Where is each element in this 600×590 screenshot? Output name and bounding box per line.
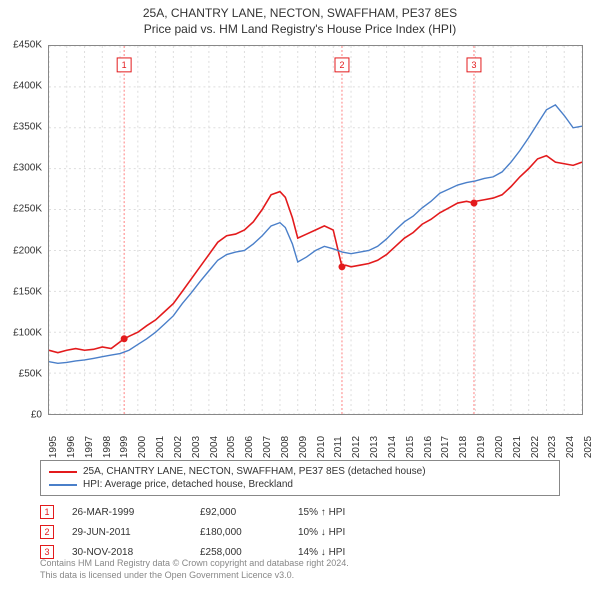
y-axis-label: £350K [13,122,42,133]
x-axis-label: 1995 [48,436,59,458]
transaction-list: 1 26-MAR-1999 £92,000 15% ↑ HPI 2 29-JUN-2011… [40,502,560,562]
transaction-hpi-delta: 10% ↓ HPI [298,527,398,538]
x-axis-label: 2016 [423,436,434,458]
legend-label: 25A, CHANTRY LANE, NECTON, SWAFFHAM, PE3… [83,466,426,477]
footer-line-2: This data is licensed under the Open Gov… [40,570,560,582]
transaction-hpi-delta: 14% ↓ HPI [298,547,398,558]
transaction-price: £180,000 [200,527,280,538]
transaction-number-badge: 1 [40,505,54,519]
transaction-price: £258,000 [200,547,280,558]
x-axis-label: 2000 [137,436,148,458]
x-axis-label: 2013 [369,436,380,458]
x-axis-label: 2022 [530,436,541,458]
legend-swatch [49,484,77,486]
x-axis-label: 2007 [262,436,273,458]
svg-text:1: 1 [122,60,127,70]
transaction-date: 29-JUN-2011 [72,527,182,538]
legend-item: 25A, CHANTRY LANE, NECTON, SWAFFHAM, PE3… [49,465,551,478]
x-axis-label: 2010 [316,436,327,458]
x-axis-label: 1999 [119,436,130,458]
x-axis-label: 1997 [84,436,95,458]
transaction-price: £92,000 [200,507,280,518]
x-axis-label: 2018 [458,436,469,458]
chart-title-sub: Price paid vs. HM Land Registry's House … [0,22,600,36]
x-axis-label: 2001 [155,436,166,458]
legend-item: HPI: Average price, detached house, Brec… [49,478,551,491]
x-axis-label: 2025 [583,436,594,458]
x-axis-label: 1996 [66,436,77,458]
chart-plot-area: 1 2 3 [48,45,583,415]
transaction-number-badge: 2 [40,525,54,539]
legend-swatch [49,471,77,473]
y-axis-label: £450K [13,40,42,51]
y-axis-label: £250K [13,204,42,215]
x-axis-label: 2008 [280,436,291,458]
x-axis-label: 2023 [547,436,558,458]
svg-text:3: 3 [471,60,476,70]
legend-box: 25A, CHANTRY LANE, NECTON, SWAFFHAM, PE3… [40,460,560,496]
x-axis-label: 2015 [405,436,416,458]
y-axis-label: £300K [13,163,42,174]
transaction-date: 26-MAR-1999 [72,507,182,518]
x-axis-label: 2017 [440,436,451,458]
transaction-number-badge: 3 [40,545,54,559]
y-axis-label: £0 [31,410,42,421]
transaction-date: 30-NOV-2018 [72,547,182,558]
x-axis-label: 2021 [512,436,523,458]
y-axis-label: £50K [19,368,42,379]
x-axis-label: 2012 [351,436,362,458]
chart-container: 25A, CHANTRY LANE, NECTON, SWAFFHAM, PE3… [0,0,600,590]
x-axis: 1995 1996 1997 1998 1999 2000 2001 2002 2003 2004… [48,415,583,460]
x-axis-label: 2014 [387,436,398,458]
y-axis-label: £400K [13,81,42,92]
transaction-hpi-delta: 15% ↑ HPI [298,507,398,518]
transaction-row: 1 26-MAR-1999 £92,000 15% ↑ HPI [40,502,560,522]
x-axis-label: 2020 [494,436,505,458]
x-axis-label: 2019 [476,436,487,458]
svg-text:2: 2 [339,60,344,70]
title-block: 25A, CHANTRY LANE, NECTON, SWAFFHAM, PE3… [0,0,600,38]
x-axis-label: 2006 [244,436,255,458]
legend-label: HPI: Average price, detached house, Brec… [83,479,293,490]
x-axis-label: 2003 [191,436,202,458]
transaction-row: 2 29-JUN-2011 £180,000 10% ↓ HPI [40,522,560,542]
x-axis-label: 2004 [209,436,220,458]
y-axis-label: £200K [13,245,42,256]
footer-attribution: Contains HM Land Registry data © Crown c… [40,558,560,581]
chart-title-address: 25A, CHANTRY LANE, NECTON, SWAFFHAM, PE3… [0,6,600,20]
x-axis-label: 2024 [565,436,576,458]
y-axis-label: £100K [13,327,42,338]
y-axis-label: £150K [13,286,42,297]
x-axis-label: 2011 [333,436,344,458]
x-axis-label: 1998 [102,436,113,458]
x-axis-label: 2005 [226,436,237,458]
y-axis: £0£50K£100K£150K£200K£250K£300K£350K£400… [0,45,46,415]
x-axis-label: 2009 [298,436,309,458]
x-axis-label: 2002 [173,436,184,458]
footer-line-1: Contains HM Land Registry data © Crown c… [40,558,560,570]
